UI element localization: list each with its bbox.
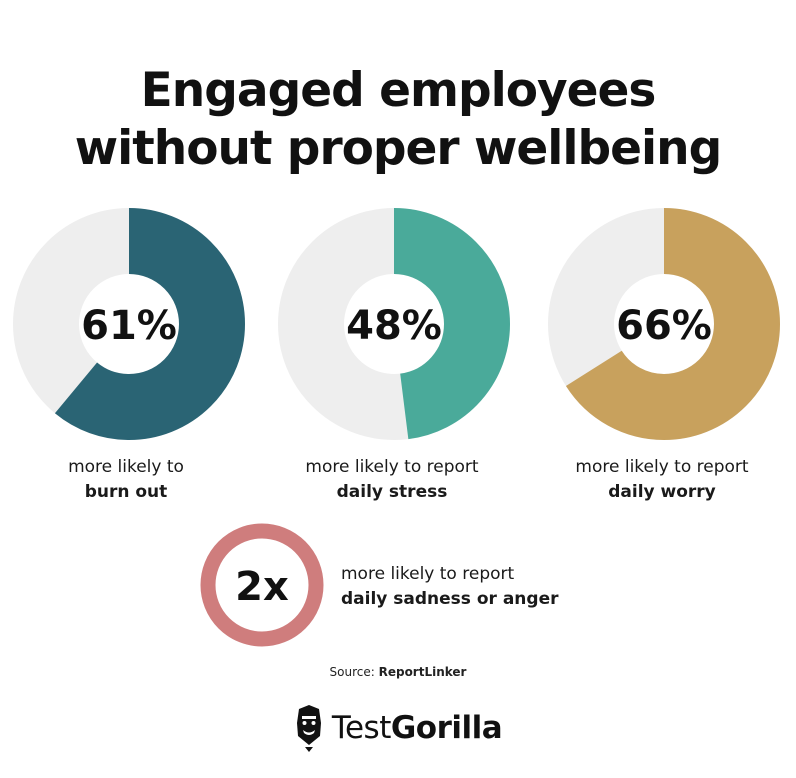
ratio-caption-line-2: daily sadness or anger xyxy=(341,589,559,609)
caption-line-1: more likely to report xyxy=(305,457,479,477)
ratio-value-label: 2x xyxy=(235,564,289,610)
source-name: ReportLinker xyxy=(378,665,467,679)
logo-text-regular: Test xyxy=(331,710,392,746)
caption-burn-out: more likely to burn out xyxy=(0,455,256,505)
donut-chart-daily-stress: 48% xyxy=(278,208,510,440)
caption-daily-stress: more likely to report daily stress xyxy=(262,455,522,505)
caption-line-2: daily worry xyxy=(608,482,716,502)
donut-arc xyxy=(13,208,245,440)
logo-text-bold: Gorilla xyxy=(390,710,503,746)
source-line: Source: ReportLinker xyxy=(0,665,796,679)
page-title-line-1: Engaged employees xyxy=(140,63,657,118)
caption-line-2: burn out xyxy=(84,482,168,502)
donut-value-label: 61% xyxy=(81,303,177,349)
ratio-ring-stroke xyxy=(200,523,324,647)
ratio-caption-line-1: more likely to report xyxy=(341,564,515,584)
page-title-line-2: without proper wellbeing xyxy=(74,121,722,176)
ratio-caption: more likely to report daily sadness or a… xyxy=(341,562,661,612)
gorilla-head-icon xyxy=(296,705,321,752)
ratio-ring: 2x xyxy=(200,523,324,647)
donut-value-label: 48% xyxy=(346,303,442,349)
caption-line-1: more likely to xyxy=(68,457,184,477)
donut-chart-burn-out: 61% xyxy=(13,208,245,440)
caption-line-1: more likely to report xyxy=(575,457,749,477)
donut-chart-daily-worry: 66% xyxy=(548,208,780,440)
caption-daily-worry: more likely to report daily worry xyxy=(532,455,792,505)
logo-wordmark: TestGorilla xyxy=(331,710,503,746)
donut-arc xyxy=(548,208,780,440)
source-prefix: Source: xyxy=(329,665,379,679)
donut-value-label: 66% xyxy=(616,303,712,349)
brand-logo: TestGorilla xyxy=(0,703,796,757)
caption-line-2: daily stress xyxy=(336,482,448,502)
donut-arc xyxy=(278,208,510,440)
